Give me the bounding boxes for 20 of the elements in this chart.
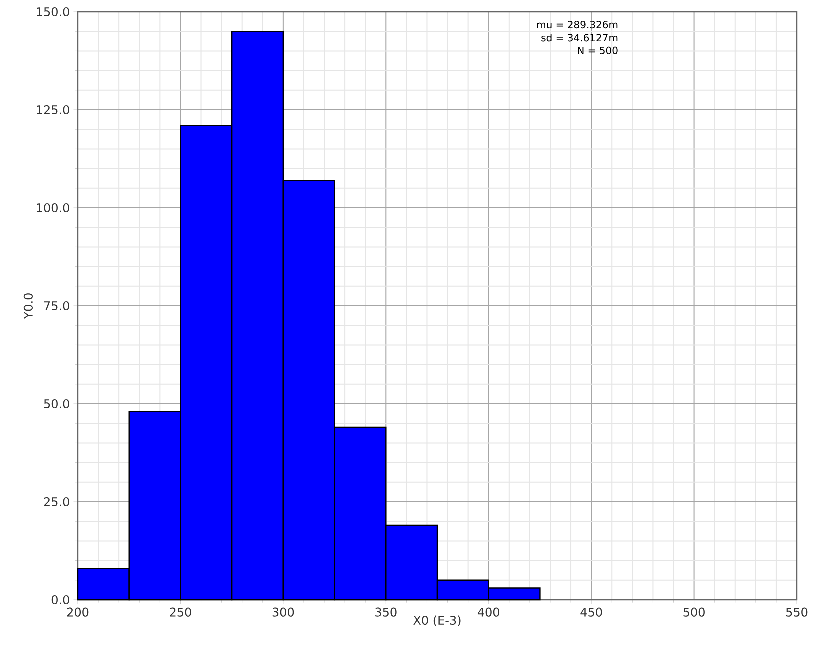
x-tick-label: 550 [786,608,808,617]
y-tick-label: 50.0 [44,399,70,409]
y-tick-label: 100.0 [37,203,70,213]
y-tick-label: 0.0 [52,595,70,605]
x-tick-label: 400 [478,608,500,617]
annotation: mu = 289.326m [537,21,618,29]
y-tick-label: 125.0 [37,105,70,115]
y-tick-label: 150.0 [37,7,70,17]
x-tick-label: 300 [272,608,294,617]
y-tick-label: 25.0 [44,497,70,507]
x-axis-title: X0 (E-3) [414,616,461,626]
annotation: N = 500 [578,46,618,54]
y-axis-title: Y0.0 [24,294,33,320]
x-tick-label: 250 [170,608,192,617]
x-tick-label: 450 [580,608,602,617]
x-tick-label: 350 [376,608,397,617]
x-tick-label: 500 [684,608,705,617]
x-tick-label: 200 [67,608,89,617]
annotation: sd = 34.6127m [542,34,618,42]
y-tick-label: 75.0 [44,301,70,311]
